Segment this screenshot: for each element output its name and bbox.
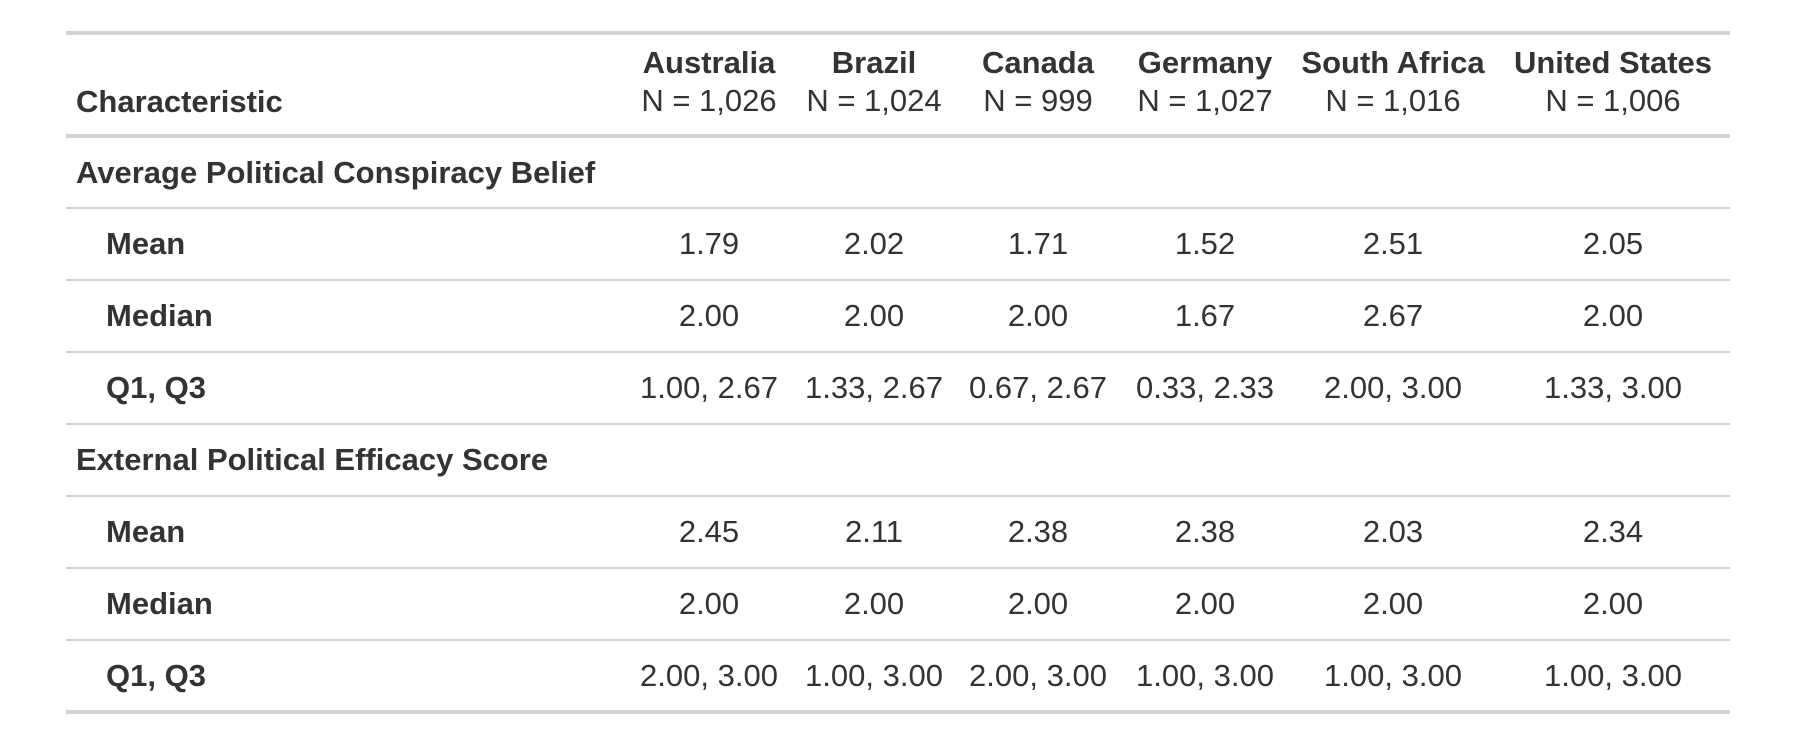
table-cell: 2.67 bbox=[1362, 298, 1424, 333]
column-name: Germany bbox=[1137, 45, 1273, 80]
table-cell: 2.02 bbox=[843, 226, 905, 261]
table-cell: 2.00 bbox=[678, 586, 740, 621]
table-cell: 2.00 bbox=[1007, 298, 1069, 333]
table-cell: 2.05 bbox=[1582, 226, 1644, 261]
table-row: Mean 2.45 2.11 2.38 2.38 2.03 2.34 bbox=[66, 496, 1730, 568]
table-cell: 2.00 bbox=[1582, 298, 1644, 333]
stat-label: Mean bbox=[106, 226, 186, 261]
column-n: N = 1,006 bbox=[1545, 83, 1681, 118]
stat-label: Median bbox=[106, 586, 213, 621]
table-cell: 2.00, 3.00 bbox=[1324, 370, 1462, 405]
table-cell: 2.00 bbox=[843, 586, 905, 621]
column-n: N = 1,016 bbox=[1325, 83, 1461, 118]
column-n: N = 999 bbox=[983, 83, 1093, 118]
table-cell: 2.51 bbox=[1362, 226, 1424, 261]
group-row-conspiracy-belief: Average Political Conspiracy Belief bbox=[66, 136, 1730, 208]
stat-label: Q1, Q3 bbox=[106, 370, 206, 405]
table-cell: 1.52 bbox=[1174, 226, 1236, 261]
group-label: External Political Efficacy Score bbox=[76, 442, 549, 477]
table-cell: 2.00, 3.00 bbox=[640, 657, 778, 693]
stat-label: Q1, Q3 bbox=[106, 657, 206, 693]
stat-label: Median bbox=[106, 298, 213, 333]
table-cell: 1.71 bbox=[1007, 226, 1069, 261]
column-n: N = 1,024 bbox=[806, 83, 942, 118]
table-cell: 2.00 bbox=[1582, 586, 1644, 621]
column-header-germany: Germany N = 1,027 bbox=[1120, 33, 1290, 136]
group-label: Average Political Conspiracy Belief bbox=[76, 154, 596, 190]
table-cell: 1.67 bbox=[1174, 298, 1236, 333]
header-row: Characteristic Australia N = 1,026 Brazi… bbox=[66, 33, 1730, 136]
table-cell: 1.00, 3.00 bbox=[1324, 657, 1462, 693]
table-cell: 0.67, 2.67 bbox=[969, 370, 1107, 405]
column-name: United States bbox=[1513, 45, 1713, 80]
table-row: Median 2.00 2.00 2.00 2.00 2.00 2.00 bbox=[66, 568, 1730, 640]
column-header-brazil: Brazil N = 1,024 bbox=[792, 33, 956, 136]
stat-label: Mean bbox=[106, 514, 186, 549]
column-header-south-africa: South Africa N = 1,016 bbox=[1290, 33, 1496, 136]
table-cell: 1.00, 3.00 bbox=[805, 657, 943, 693]
column-n: N = 1,026 bbox=[641, 83, 777, 118]
table-cell: 2.00 bbox=[1174, 586, 1236, 621]
table-cell: 1.79 bbox=[678, 226, 740, 261]
table-row: Median 2.00 2.00 2.00 1.67 2.67 2.00 bbox=[66, 280, 1730, 352]
table-cell: 2.03 bbox=[1362, 514, 1424, 549]
column-name: South Africa bbox=[1301, 45, 1485, 80]
table-cell: 2.34 bbox=[1582, 514, 1644, 549]
characteristic-header: Characteristic bbox=[76, 84, 283, 119]
table-cell: 1.00, 3.00 bbox=[1136, 657, 1274, 693]
table-cell: 1.33, 2.67 bbox=[805, 370, 943, 405]
group-row-efficacy-score: External Political Efficacy Score bbox=[66, 424, 1730, 496]
column-name: Australia bbox=[642, 45, 776, 80]
table-row: Q1, Q3 2.00, 3.00 1.00, 3.00 2.00, 3.00 … bbox=[66, 640, 1730, 712]
table-cell: 2.00 bbox=[678, 298, 740, 333]
table-cell: 2.45 bbox=[678, 514, 740, 549]
table-cell: 1.33, 3.00 bbox=[1544, 370, 1682, 405]
summary-table-container: Characteristic Australia N = 1,026 Brazi… bbox=[66, 31, 1730, 714]
table-cell: 2.38 bbox=[1174, 514, 1236, 549]
column-header-united-states: United States N = 1,006 bbox=[1496, 33, 1730, 136]
column-n: N = 1,027 bbox=[1137, 83, 1273, 118]
table-cell: 2.00, 3.00 bbox=[969, 657, 1107, 693]
table-cell: 2.00 bbox=[843, 298, 905, 333]
table-cell: 2.38 bbox=[1007, 514, 1069, 549]
table-row: Mean 1.79 2.02 1.71 1.52 2.51 2.05 bbox=[66, 208, 1730, 280]
table-cell: 1.00, 2.67 bbox=[640, 370, 778, 405]
table-cell: 2.11 bbox=[844, 514, 904, 549]
column-name: Brazil bbox=[831, 45, 917, 80]
table-cell: 2.00 bbox=[1007, 586, 1069, 621]
table-cell: 2.00 bbox=[1362, 586, 1424, 621]
column-header-canada: Canada N = 999 bbox=[956, 33, 1120, 136]
column-name: Canada bbox=[982, 45, 1094, 80]
table-cell: 1.00, 3.00 bbox=[1544, 657, 1682, 693]
table-row: Q1, Q3 1.00, 2.67 1.33, 2.67 0.67, 2.67 … bbox=[66, 352, 1730, 424]
column-header-australia: Australia N = 1,026 bbox=[626, 33, 792, 136]
table-cell: 0.33, 2.33 bbox=[1136, 370, 1274, 405]
summary-table: Characteristic Australia N = 1,026 Brazi… bbox=[66, 31, 1730, 714]
